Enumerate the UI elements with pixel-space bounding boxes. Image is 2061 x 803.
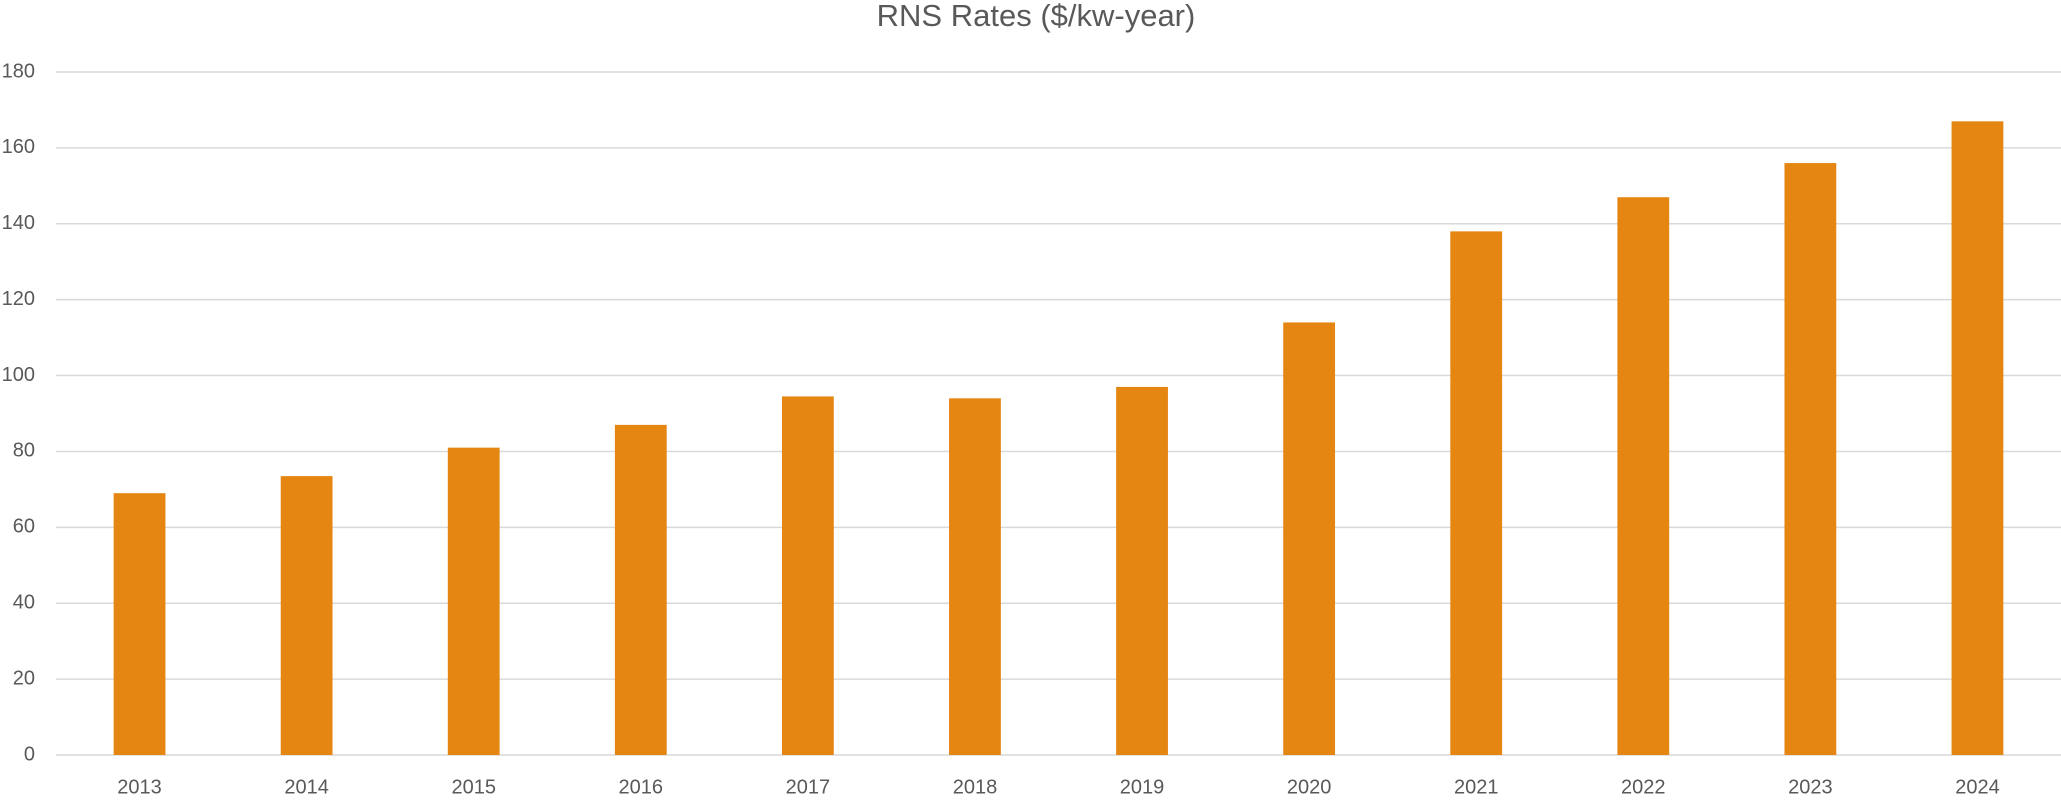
x-tick-label: 2017 — [786, 776, 831, 798]
y-tick-label: 0 — [24, 743, 35, 765]
bar — [447, 447, 500, 755]
x-tick-label: 2021 — [1454, 776, 1499, 798]
x-tick-label: 2023 — [1788, 776, 1833, 798]
y-tick-label: 80 — [13, 440, 35, 462]
chart-title: RNS Rates ($/kw-year) — [877, 0, 1196, 33]
bar — [949, 398, 1001, 755]
y-tick-label: 100 — [2, 364, 35, 386]
y-tick-label: 60 — [13, 516, 35, 538]
y-tick-label: 120 — [2, 288, 35, 310]
x-tick-label: 2013 — [117, 776, 162, 798]
x-tick-label: 2019 — [1120, 776, 1165, 798]
bar — [1450, 231, 1503, 755]
x-tick-label: 2022 — [1621, 776, 1666, 798]
y-tick-label: 140 — [2, 212, 35, 234]
bar — [1951, 121, 2004, 756]
bar — [280, 476, 333, 755]
x-tick-label: 2020 — [1287, 776, 1332, 798]
bar — [1617, 197, 1670, 755]
y-tick-label: 20 — [13, 667, 35, 689]
bar — [781, 396, 834, 755]
bar — [1116, 386, 1168, 755]
y-tick-label: 160 — [2, 136, 35, 158]
x-tick-label: 2016 — [619, 776, 664, 798]
x-tick-label: 2024 — [1955, 776, 2000, 798]
x-tick-label: 2015 — [451, 776, 496, 798]
bar — [614, 424, 667, 755]
bar — [1784, 163, 1837, 756]
y-tick-label: 180 — [2, 60, 35, 82]
bar — [1283, 322, 1336, 755]
x-tick-label: 2014 — [284, 776, 329, 798]
y-tick-label: 40 — [13, 592, 35, 614]
bar — [113, 493, 166, 755]
x-tick-label: 2018 — [953, 776, 998, 798]
